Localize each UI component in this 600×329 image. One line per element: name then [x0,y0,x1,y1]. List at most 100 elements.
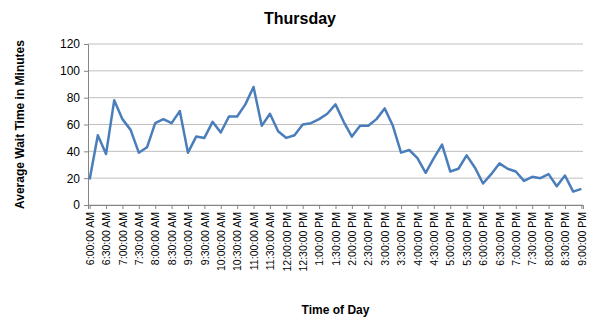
plot-area [90,87,582,192]
x-tick-mark [483,205,484,209]
y-tick: 100 [60,64,88,78]
x-tick-label: 9:00:00 PM [576,212,588,266]
x-tick: 5:00:00 PM [444,205,456,266]
x-tick: 1:00:00 PM [313,205,325,266]
x-tick: 3:30:00 PM [395,205,407,266]
x-tick: 7:30:00 AM [133,205,145,265]
x-tick: 6:00:00 AM [84,205,96,265]
x-tick-mark [352,205,353,209]
x-tick: 8:00:00 AM [149,205,161,265]
x-tick-label: 11:00:00 AM [248,212,260,270]
x-tick-label: 3:00:00 PM [379,212,391,266]
x-tick: 6:30:00 PM [494,205,506,266]
x-tick-mark [90,205,91,209]
x-tick-mark [532,205,533,209]
x-tick-label: 12:00:00 PM [281,212,293,272]
grid-line [88,124,583,125]
y-tick-label: 120 [60,37,80,51]
x-tick-label: 11:30:00 AM [264,212,276,270]
y-tick: 20 [67,172,88,186]
x-tick-label: 5:00:00 PM [444,212,456,266]
x-tick-mark [237,205,238,209]
x-tick: 4:30:00 PM [428,205,440,266]
y-tick: 80 [67,91,88,105]
grid [88,44,583,205]
y-tick-mark [84,151,88,152]
x-tick-label: 7:00:00 PM [510,212,522,266]
x-tick-mark [221,205,222,209]
y-tick-label: 100 [60,64,80,78]
y-axis: 0 20 40 60 80 100 120 [60,37,89,212]
y-tick: 120 [60,37,88,51]
x-tick: 9:00:00 AM [182,205,194,265]
y-tick: 0 [73,198,88,212]
y-tick-mark [84,98,88,99]
x-tick-label: 8:00:00 AM [149,212,161,265]
x-tick-label: 5:30:00 PM [461,212,473,266]
x-tick: 8:00:00 PM [543,205,555,266]
x-tick-label: 7:30:00 PM [526,212,538,266]
x-tick-mark [122,205,123,209]
x-tick-label: 8:30:00 PM [559,212,571,266]
x-tick: 7:30:00 PM [526,205,538,266]
x-tick: 8:30:00 AM [166,205,178,265]
x-axis: 6:00:00 AM 6:30:00 AM 7:00:00 AM 7:30:00 AM… [84,205,588,272]
y-tick-mark [84,178,88,179]
grid-line [88,44,583,45]
x-tick: 7:00:00 AM [117,205,129,265]
x-tick-label: 6:00:00 AM [84,212,96,265]
x-tick-mark [516,205,517,209]
y-tick-mark [84,205,88,206]
y-axis-title: Average Wait Time in Minutes [13,40,27,209]
x-tick-label: 1:00:00 PM [313,212,325,266]
x-tick-mark [319,205,320,209]
x-tick-mark [450,205,451,209]
x-tick: 9:30:00 AM [199,205,211,265]
x-tick-mark [188,205,189,209]
y-tick-label: 20 [67,172,81,186]
x-tick-mark [417,205,418,209]
x-axis-title: Time of Day [302,303,370,317]
x-tick-mark [467,205,468,209]
x-tick-mark [385,205,386,209]
x-tick: 11:30:00 AM [264,205,276,270]
x-tick-mark [499,205,500,209]
x-tick-label: 10:30:00 AM [231,212,243,271]
y-tick: 60 [67,118,88,132]
x-tick: 6:30:00 AM [100,205,112,265]
grid-line [88,70,583,71]
data-line [90,87,582,192]
x-tick: 9:00:00 PM [576,205,588,266]
y-tick-mark [84,44,88,45]
x-axis-line [89,206,584,210]
x-tick: 6:00:00 PM [477,205,489,266]
x-tick-label: 2:00:00 PM [346,212,358,266]
x-tick-mark [106,205,107,209]
x-tick-mark [254,205,255,209]
y-tick-label: 40 [67,145,81,159]
x-tick: 12:30:00 PM [297,205,309,272]
x-tick-mark [204,205,205,209]
x-tick-label: 7:00:00 AM [117,212,129,265]
x-tick-label: 8:00:00 PM [543,212,555,266]
x-tick-label: 9:00:00 AM [182,212,194,265]
x-tick: 10:00:00 AM [215,205,227,271]
x-tick-mark [336,205,337,209]
x-tick: 10:30:00 AM [231,205,243,271]
x-tick-mark [286,205,287,209]
x-tick-label: 4:00:00 PM [412,212,424,266]
y-tick-mark [84,125,88,126]
x-tick-label: 10:00:00 AM [215,212,227,271]
x-tick: 3:00:00 PM [379,205,391,266]
x-tick-mark [401,205,402,209]
grid-line [88,97,583,98]
x-tick-mark [139,205,140,209]
x-tick-mark [155,205,156,209]
x-tick: 7:00:00 PM [510,205,522,266]
x-tick-mark [565,205,566,209]
x-tick: 12:00:00 PM [281,205,293,272]
x-tick-label: 12:30:00 PM [297,212,309,272]
x-tick-label: 6:30:00 AM [100,212,112,265]
x-tick-mark [172,205,173,209]
y-tick-mark [84,71,88,72]
